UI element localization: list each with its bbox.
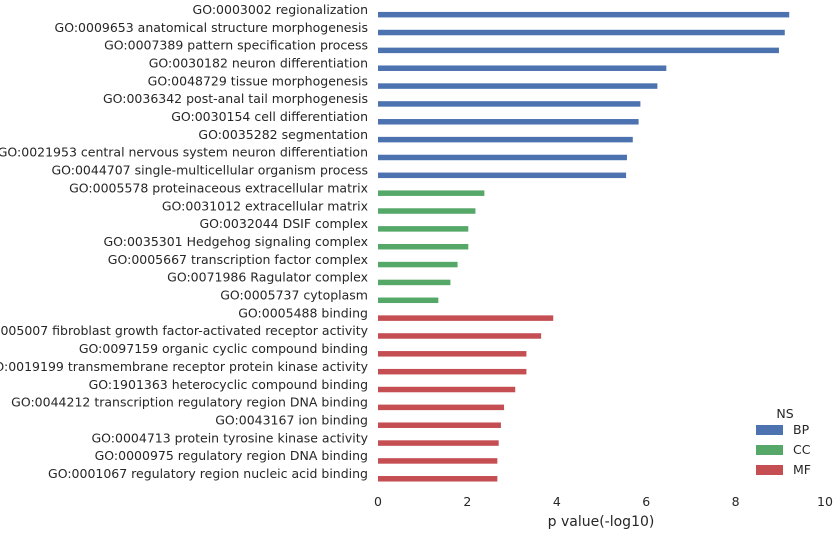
category-label: GO:0044212 transcription regulatory regi… (11, 395, 368, 410)
x-tick-label: 6 (642, 494, 650, 509)
category-label: GO:0044707 single-multicellular organism… (51, 163, 368, 178)
category-label: GO:0030182 neuron differentiation (149, 55, 368, 70)
bar-cc (378, 261, 458, 268)
legend-label-cc: CC (793, 442, 811, 457)
category-label: GO:0031012 extracellular matrix (162, 198, 368, 213)
category-label: GO:0003002 regionalization (193, 2, 368, 17)
x-tick-label: 0 (374, 494, 382, 509)
category-label: GO:0097159 organic cyclic compound bindi… (79, 341, 368, 356)
bar-mf (378, 315, 554, 321)
category-label: GO:0032044 DSIF complex (199, 216, 368, 231)
bar-bp (378, 101, 641, 107)
legend-swatch-cc (756, 445, 783, 455)
legend: NS BP CC MF (756, 406, 811, 477)
bar-cc (378, 243, 469, 250)
category-labels-group: GO:0003002 regionalization GO:0009653 ana… (0, 2, 369, 481)
category-label: GO:0001067 regulatory region nucleic aci… (48, 466, 368, 481)
bar-cc (378, 226, 469, 232)
category-label: GO:0035282 segmentation (198, 127, 368, 142)
bar-mf (378, 333, 542, 339)
category-label: GO:1901363 heterocyclic compound binding (89, 377, 368, 392)
category-label: GO:0005667 transcription factor complex (108, 252, 368, 267)
bar-bp (378, 136, 633, 143)
x-tick-label: 8 (732, 494, 740, 509)
bar-mf (378, 476, 498, 482)
bar-bp (378, 65, 667, 71)
category-label: GO:0005007 fibroblast growth factor-acti… (0, 323, 369, 338)
bar-bp (378, 172, 627, 179)
bar-mf (378, 440, 499, 446)
category-label: GO:0021953 central nervous system neuron… (0, 145, 368, 160)
bar-bp (378, 154, 627, 161)
x-tick-label: 2 (463, 494, 471, 509)
bar-mf (378, 404, 505, 411)
bar-mf (378, 386, 516, 393)
category-label: GO:0036342 post-anal tail morphogenesis (103, 91, 368, 106)
category-label: GO:0030154 cell differentiation (171, 109, 368, 124)
bar-cc (378, 190, 485, 196)
bar-bp (378, 47, 779, 54)
category-label: GO:0043167 ion binding (215, 412, 368, 427)
x-ticks-group: 0 2 4 6 8 10 (374, 494, 833, 509)
category-label: GO:0004713 protein tyrosine kinase activ… (92, 430, 369, 445)
legend-label-bp: BP (793, 422, 810, 437)
bar-mf (378, 368, 527, 375)
category-label: GO:0005737 cytoplasm (220, 288, 368, 303)
category-label: GO:0048729 tissue morphogenesis (148, 73, 368, 88)
category-label: GO:0019199 transmembrane receptor protei… (0, 359, 369, 374)
bar-bp (378, 29, 785, 36)
category-label: GO:0007389 pattern specification process (104, 38, 368, 53)
category-label: GO:0005578 proteinaceous extracellular m… (69, 180, 368, 195)
bars-group (378, 11, 790, 482)
legend-swatch-bp (756, 425, 783, 435)
x-axis-title: p value(-log10) (548, 514, 655, 530)
bar-cc (378, 297, 439, 304)
category-label: GO:0005488 binding (238, 305, 368, 320)
bar-cc (378, 279, 451, 286)
bar-bp (378, 83, 658, 89)
legend-entries: BP CC MF (756, 422, 811, 477)
bar-bp (378, 11, 790, 18)
category-label: GO:0035301 Hedgehog signaling complex (103, 234, 368, 249)
legend-title: NS (776, 406, 793, 421)
category-label: GO:0009653 anatomical structure morphoge… (55, 20, 368, 35)
category-label: GO:0000975 regulatory region DNA binding (95, 448, 368, 463)
bar-mf (378, 422, 501, 428)
legend-swatch-mf (756, 465, 783, 475)
bar-mf (378, 351, 527, 357)
legend-label-mf: MF (793, 462, 811, 477)
bar-cc (378, 208, 476, 214)
x-tick-label: 10 (817, 494, 833, 509)
bar-bp (378, 119, 639, 125)
x-tick-label: 4 (553, 494, 561, 509)
category-label: GO:0071986 Ragulator complex (167, 270, 368, 285)
bar-mf (378, 458, 498, 464)
